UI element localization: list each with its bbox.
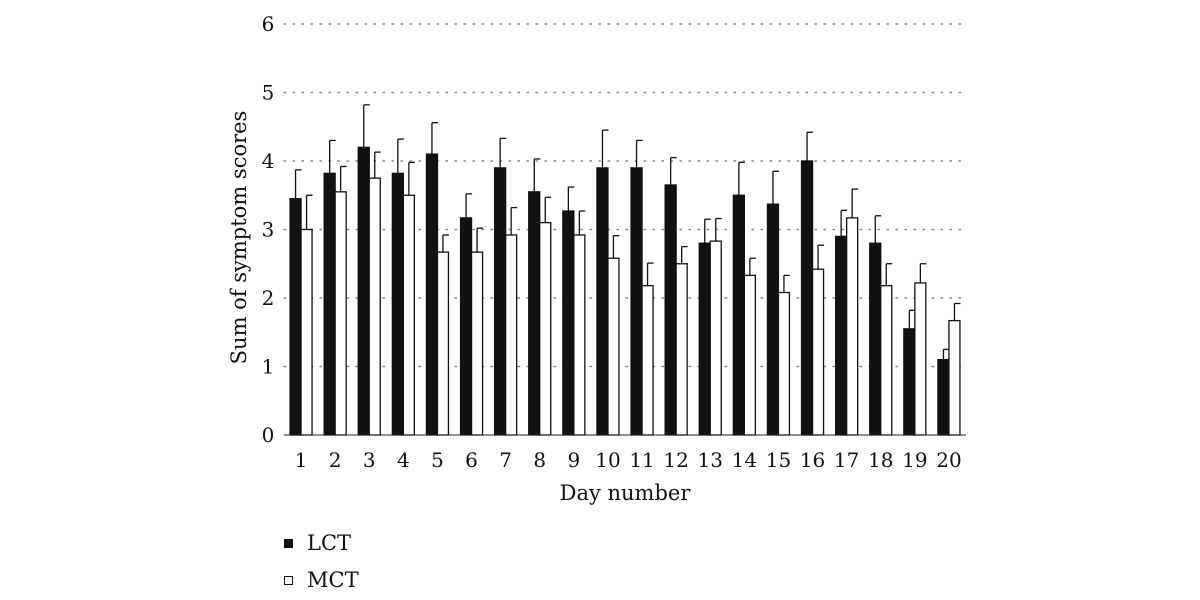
- bar-mct: [846, 217, 859, 436]
- bar-mct: [743, 274, 756, 436]
- bar-lct: [528, 191, 541, 436]
- bar-lct: [869, 242, 882, 436]
- bar-mct: [811, 268, 825, 436]
- bar-mct: [470, 251, 484, 436]
- bar-mct: [368, 177, 381, 436]
- x-tick-label: 6: [465, 448, 478, 472]
- bar-mct: [914, 282, 927, 436]
- bar-mct: [300, 228, 313, 436]
- legend-label-lct: LCT: [307, 531, 352, 555]
- bar-lct: [937, 358, 950, 436]
- bar-lct: [289, 198, 302, 436]
- legend-label-mct: MCT: [307, 568, 359, 592]
- x-axis-ticks: 1 2 3 4 5 6 7 8 9 10 11 12 13 14 15 16 17 18 19 20: [295, 448, 962, 472]
- x-tick-label: 13: [698, 448, 723, 472]
- x-tick-label: 3: [363, 448, 376, 472]
- x-tick-label: 16: [800, 448, 825, 472]
- y-tick-label: 3: [262, 218, 275, 242]
- legend-item-lct: LCT: [284, 531, 351, 555]
- bar-lct: [596, 167, 609, 436]
- bar-lct: [459, 217, 473, 436]
- y-tick-label: 2: [262, 286, 275, 310]
- bar-lct: [562, 210, 575, 436]
- bar-lct: [323, 172, 336, 436]
- x-tick-label: 19: [902, 448, 927, 472]
- x-tick-label: 15: [766, 448, 791, 472]
- bar-mct: [777, 291, 791, 436]
- x-tick-label: 7: [499, 448, 512, 472]
- y-tick-label: 6: [262, 12, 275, 36]
- x-tick-label: 18: [868, 448, 893, 472]
- gridlines: [283, 23, 967, 368]
- bar-mct: [675, 263, 688, 436]
- bar-mct: [436, 251, 450, 436]
- bar-lct: [425, 153, 439, 436]
- bar-mct: [948, 319, 961, 436]
- bars: [289, 104, 961, 436]
- bar-lct: [630, 167, 643, 436]
- bar-mct: [607, 257, 620, 436]
- bar-mct: [641, 285, 654, 436]
- x-tick-label: 10: [595, 448, 620, 472]
- bar-lct: [698, 242, 711, 436]
- y-tick-label: 4: [262, 149, 275, 173]
- y-tick-label: 5: [262, 81, 275, 105]
- legend-item-mct: MCT: [284, 568, 359, 592]
- bar-mct: [573, 234, 586, 436]
- x-tick-label: 1: [295, 448, 308, 472]
- y-tick-label: 0: [262, 423, 275, 447]
- x-tick-label: 11: [629, 448, 654, 472]
- x-tick-label: 14: [732, 448, 757, 472]
- bar-mct: [504, 234, 518, 436]
- bar-mct: [539, 221, 552, 436]
- lct-swatch-icon: [284, 538, 293, 548]
- bar-mct: [402, 194, 416, 436]
- bar-lct: [493, 167, 507, 436]
- x-axis-label: Day number: [560, 481, 692, 505]
- x-tick-label: 12: [663, 448, 688, 472]
- y-axis-ticks: 0 1 2 3 4 5 6: [262, 12, 275, 447]
- x-tick-label: 20: [936, 448, 961, 472]
- bar-mct: [880, 285, 893, 436]
- bar-mct: [334, 191, 347, 436]
- y-axis-label: Sum of symptom scores: [227, 111, 251, 365]
- x-tick-label: 5: [431, 448, 444, 472]
- bar-lct: [766, 203, 780, 436]
- x-tick-label: 8: [533, 448, 546, 472]
- bar-lct: [391, 172, 405, 436]
- x-tick-label: 17: [834, 448, 859, 472]
- bar-lct: [664, 184, 677, 436]
- bar-lct: [903, 328, 916, 436]
- bar-lct: [800, 160, 814, 436]
- x-tick-label: 4: [397, 448, 410, 472]
- bar-lct: [357, 146, 370, 436]
- x-tick-label: 2: [329, 448, 342, 472]
- bar-mct: [709, 240, 722, 436]
- y-tick-label: 1: [262, 355, 275, 379]
- bar-lct: [732, 194, 745, 436]
- mct-swatch-icon: [284, 575, 293, 585]
- x-tick-label: 9: [567, 448, 580, 472]
- bar-lct: [835, 235, 848, 436]
